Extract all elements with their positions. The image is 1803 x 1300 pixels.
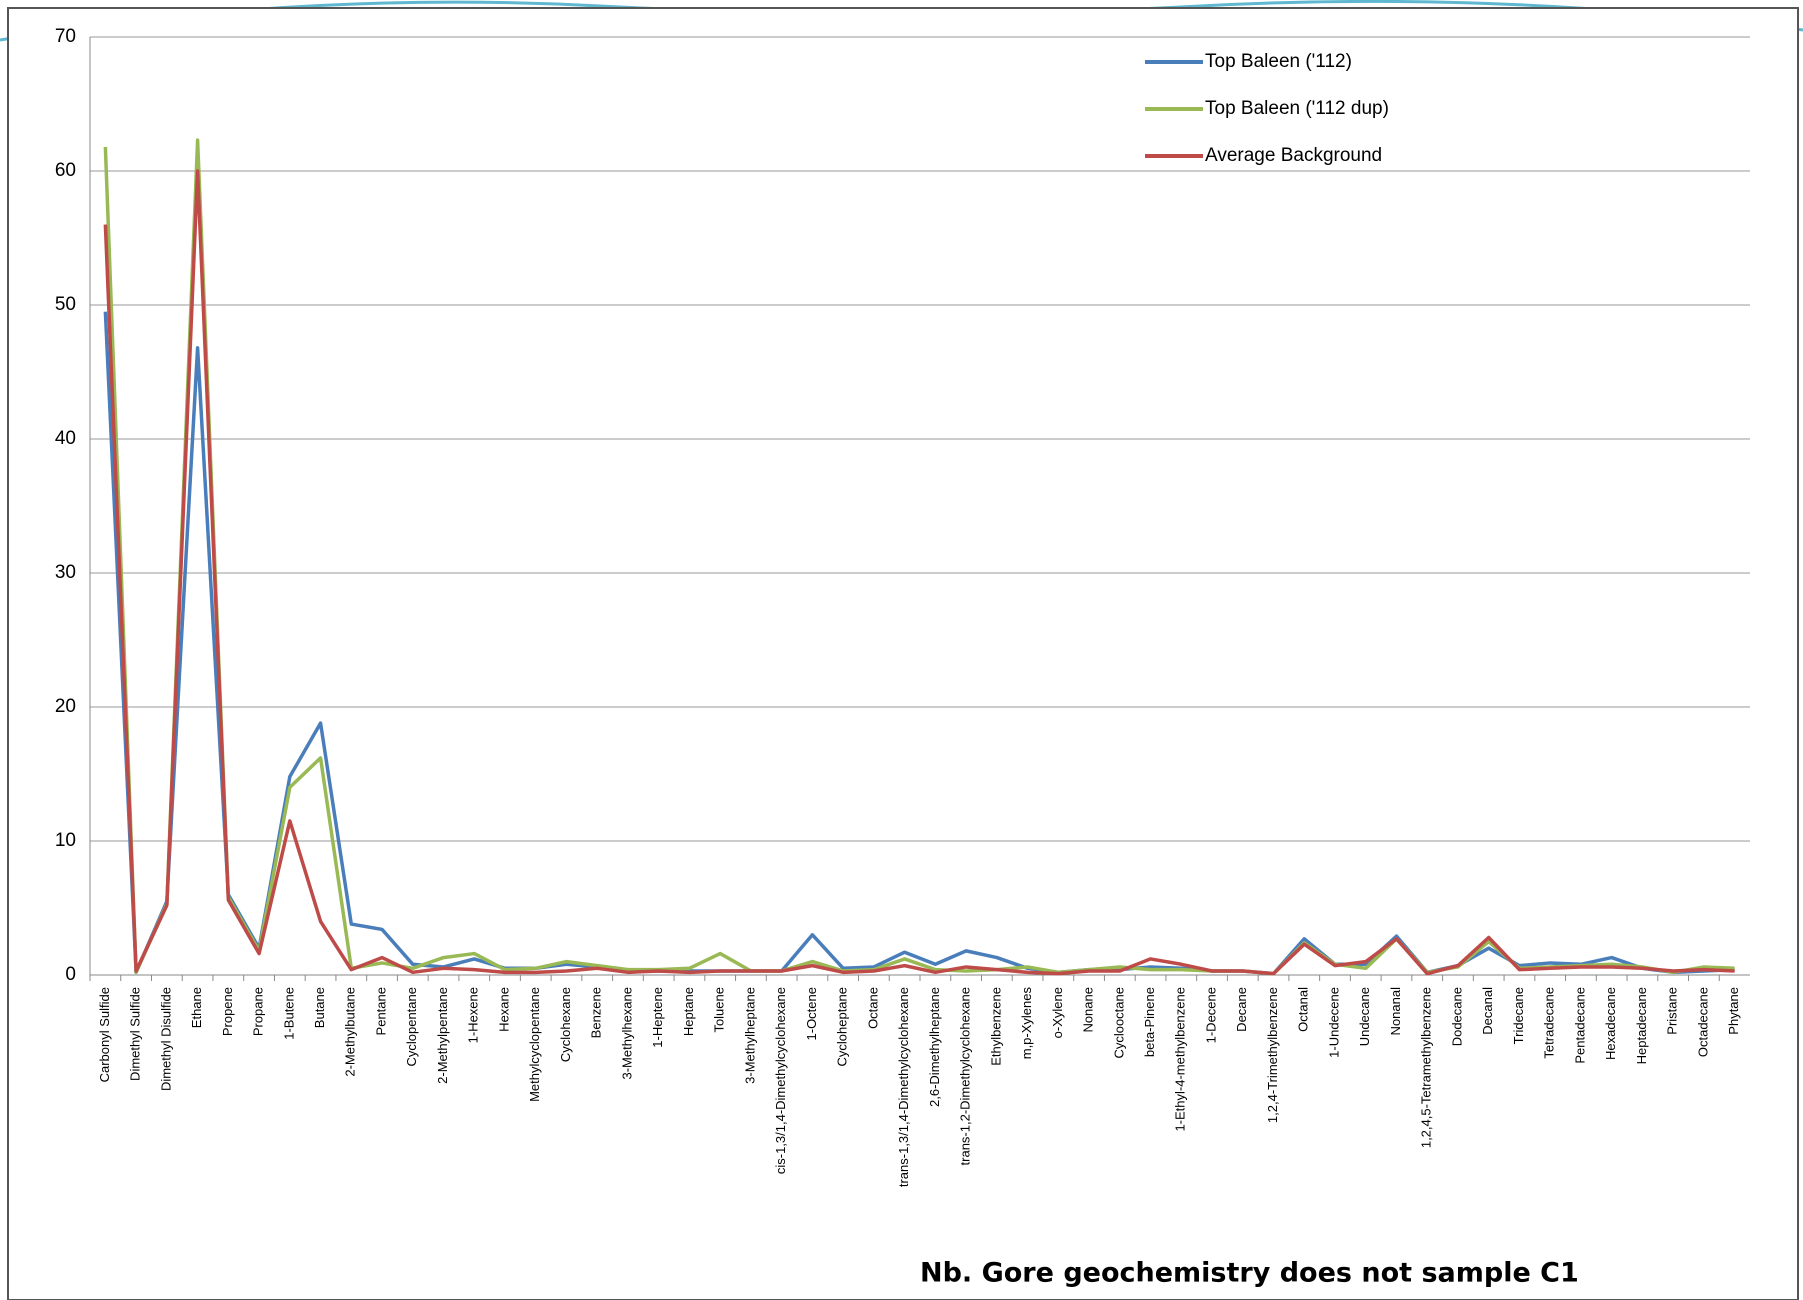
x-tick-label: 2-Methylpentane: [435, 987, 450, 1084]
y-tick-label: 10: [55, 830, 76, 851]
x-tick-label: Pristane: [1665, 987, 1680, 1035]
x-tick-label: Benzene: [589, 987, 604, 1038]
x-tick-label: Nonane: [1081, 987, 1096, 1033]
x-tick-label: o-Xylene: [1050, 987, 1065, 1038]
x-tick-label: 2,6-Dimethylheptane: [927, 987, 942, 1107]
x-tick-label: Heptadecane: [1634, 987, 1649, 1064]
x-tick-label: 1-Undecene: [1326, 987, 1341, 1058]
x-tick-label: Dimethyl Sulfide: [128, 987, 143, 1081]
x-tick-label: Propane: [251, 987, 266, 1036]
x-tick-label: 1-Hexene: [466, 987, 481, 1043]
x-tick-label: Propene: [220, 987, 235, 1036]
x-tick-label: 1,2,4-Trimethylbenzene: [1265, 987, 1280, 1123]
x-tick-label: Cyclooctane: [1111, 987, 1126, 1059]
x-tick-label: 1-Ethyl-4-methylbenzene: [1173, 987, 1188, 1132]
y-tick-label: 20: [55, 696, 76, 717]
x-tick-label: Tetradecane: [1542, 987, 1557, 1059]
x-tick-label: 2-Methylbutane: [343, 987, 358, 1077]
x-tick-label: Ethane: [189, 987, 204, 1028]
series-line: [103, 169, 1735, 976]
x-tick-label: cis-1,3/1,4-Dimethylcyclohexane: [773, 987, 788, 1174]
x-tick-label: Ethylbenzene: [988, 987, 1003, 1066]
legend-label: Top Baleen ('112 dup): [1205, 98, 1389, 119]
x-tick-label: Octadecane: [1695, 987, 1710, 1057]
y-tick-label: 40: [55, 428, 76, 449]
x-tick-label: trans-1,2-Dimethylcyclohexane: [958, 987, 973, 1165]
x-tick-label: Cycloheptane: [835, 987, 850, 1067]
x-tick-label: Hexane: [496, 987, 511, 1032]
x-tick-label: 1-Butene: [281, 987, 296, 1040]
x-tick-label: Methylcyclopentane: [527, 987, 542, 1102]
x-tick-label: Hexadecane: [1603, 987, 1618, 1060]
x-tick-label: Heptane: [681, 987, 696, 1036]
x-tick-label: Undecane: [1357, 987, 1372, 1046]
y-tick-label: 70: [55, 26, 76, 47]
x-tick-label: Decane: [1234, 987, 1249, 1032]
x-tick-label: 1-Octene: [804, 987, 819, 1040]
x-tick-label: m,p-Xylenes: [1019, 987, 1034, 1060]
x-tick-label: 1-Heptene: [650, 987, 665, 1048]
x-tick-label: Toluene: [712, 987, 727, 1033]
frame: [7, 7, 1799, 1300]
x-tick-label: Octanal: [1296, 987, 1311, 1032]
y-tick-label: 50: [55, 294, 76, 315]
x-tick-label: Pentane: [373, 987, 388, 1035]
x-tick-label: beta-Pinene: [1142, 987, 1157, 1057]
y-tick-label: 60: [55, 160, 76, 181]
x-tick-label: 1-Decene: [1203, 987, 1218, 1043]
x-tick-label: Dodecane: [1449, 987, 1464, 1046]
x-tick-label: Pentadecane: [1572, 987, 1587, 1064]
x-tick-label: Dimethyl Disulfide: [158, 987, 173, 1091]
legend-label: Average Background: [1205, 145, 1382, 166]
x-tick-label: 1,2,4,5-Tetramethylbenzene: [1419, 987, 1434, 1148]
x-tick-label: 3-Methylheptane: [742, 987, 757, 1084]
x-tick-label: Tridecane: [1511, 987, 1526, 1044]
x-tick-label: Nonanal: [1388, 987, 1403, 1036]
annotation: Nb. Gore geochemistry does not sample C1: [920, 1258, 1579, 1289]
x-tick-label: Cyclohexane: [558, 987, 573, 1062]
x-tick-label: Carbonyl Sulfide: [97, 987, 112, 1082]
x-tick-label: 3-Methylhexane: [619, 987, 634, 1080]
x-tick-label: Butane: [312, 987, 327, 1028]
legend-label: Top Baleen ('112): [1205, 51, 1352, 72]
x-tick-label: Cyclopentane: [404, 987, 419, 1067]
y-tick-label: 30: [55, 562, 76, 583]
x-tick-label: Octane: [865, 987, 880, 1029]
x-tick-label: Decanal: [1480, 987, 1495, 1035]
y-tick-label: 0: [65, 964, 76, 985]
x-tick-label: Phytane: [1726, 987, 1741, 1035]
x-tick-label: trans-1,3/1,4-Dimethylcyclohexane: [896, 987, 911, 1187]
